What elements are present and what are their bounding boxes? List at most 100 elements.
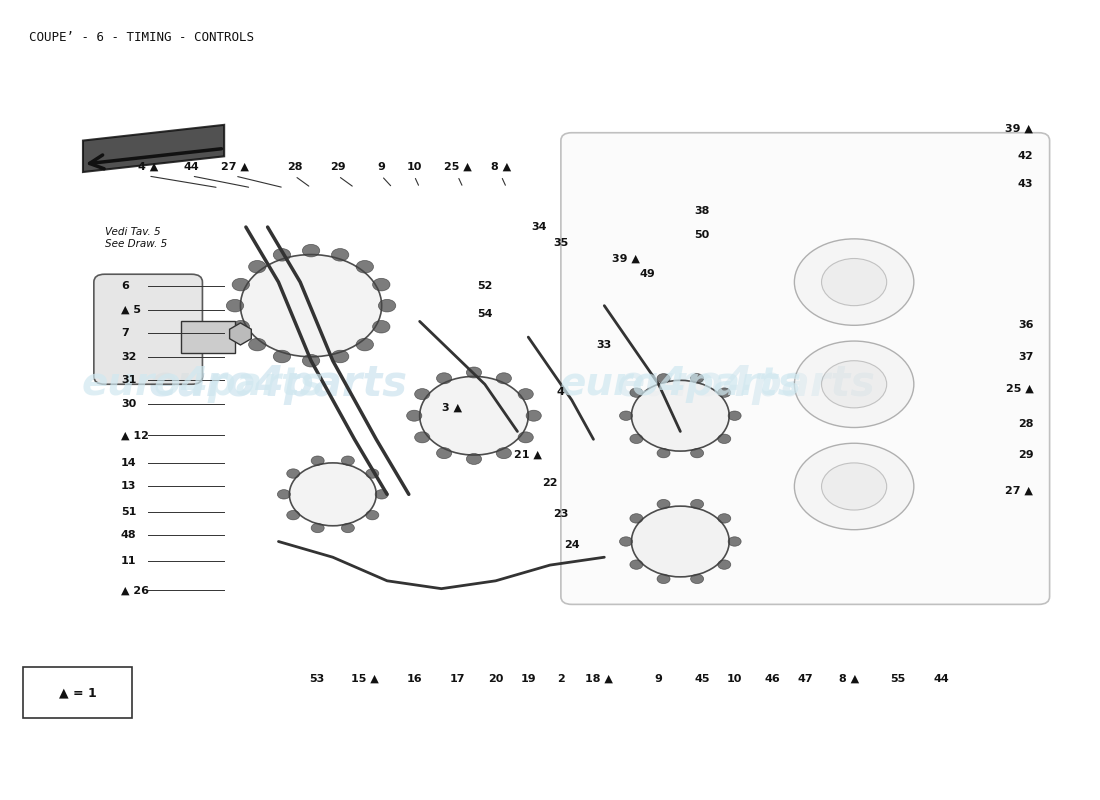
Circle shape	[437, 448, 452, 458]
Text: 50: 50	[694, 230, 710, 240]
Circle shape	[822, 361, 887, 408]
Text: 48: 48	[121, 530, 136, 540]
Circle shape	[466, 454, 482, 465]
Circle shape	[331, 249, 349, 261]
Text: 32: 32	[121, 352, 136, 362]
Circle shape	[232, 278, 250, 291]
Text: 27 ▲: 27 ▲	[1005, 486, 1033, 495]
Circle shape	[496, 373, 512, 384]
Text: ▲ 5: ▲ 5	[121, 305, 141, 314]
Text: 36: 36	[1018, 320, 1033, 330]
Circle shape	[302, 244, 320, 257]
Text: ▲ 26: ▲ 26	[121, 586, 148, 595]
Text: 25 ▲: 25 ▲	[443, 162, 472, 172]
Text: 55: 55	[890, 674, 905, 684]
Text: 11: 11	[121, 556, 136, 566]
Circle shape	[822, 463, 887, 510]
Text: 25 ▲: 25 ▲	[1005, 383, 1033, 394]
Circle shape	[437, 373, 452, 384]
FancyBboxPatch shape	[561, 133, 1049, 604]
Circle shape	[657, 448, 670, 458]
Circle shape	[518, 432, 534, 443]
Text: 2: 2	[557, 674, 564, 684]
Circle shape	[366, 469, 378, 478]
Text: 53: 53	[309, 674, 324, 684]
Circle shape	[718, 514, 730, 523]
Text: 54: 54	[477, 309, 493, 318]
Text: 6: 6	[121, 281, 129, 291]
Circle shape	[728, 537, 741, 546]
Circle shape	[657, 374, 670, 383]
Text: 4 ▲: 4 ▲	[138, 162, 158, 172]
Circle shape	[466, 367, 482, 378]
Circle shape	[518, 389, 534, 400]
Text: 14: 14	[121, 458, 136, 468]
Circle shape	[822, 258, 887, 306]
Polygon shape	[230, 323, 251, 345]
Text: 15 ▲: 15 ▲	[352, 674, 379, 684]
Circle shape	[273, 249, 290, 261]
Text: 21 ▲: 21 ▲	[515, 450, 542, 460]
Circle shape	[289, 463, 376, 526]
Circle shape	[356, 338, 374, 351]
Text: ▲ = 1: ▲ = 1	[58, 686, 97, 699]
Circle shape	[341, 456, 354, 466]
Text: 7: 7	[121, 328, 129, 338]
Circle shape	[691, 374, 704, 383]
Text: euro4parts: euro4parts	[148, 363, 408, 406]
Circle shape	[526, 410, 541, 422]
Text: 33: 33	[596, 340, 612, 350]
Text: 31: 31	[121, 375, 136, 386]
Text: 28: 28	[287, 162, 303, 172]
Circle shape	[241, 254, 382, 357]
Text: euro4parts: euro4parts	[81, 366, 323, 403]
Circle shape	[691, 448, 704, 458]
Text: 9: 9	[377, 162, 386, 172]
Circle shape	[630, 514, 642, 523]
Text: 17: 17	[450, 674, 465, 684]
Circle shape	[366, 510, 378, 520]
Circle shape	[287, 510, 300, 520]
Circle shape	[718, 434, 730, 443]
Text: 8 ▲: 8 ▲	[838, 674, 859, 684]
Text: 8 ▲: 8 ▲	[491, 162, 512, 172]
Circle shape	[373, 321, 390, 333]
Text: 35: 35	[553, 238, 569, 248]
Bar	[180, 322, 235, 353]
Circle shape	[302, 354, 320, 367]
Text: 37: 37	[1018, 352, 1033, 362]
Text: 16: 16	[406, 674, 422, 684]
Circle shape	[227, 299, 244, 312]
Text: 39 ▲: 39 ▲	[612, 254, 640, 263]
Text: 23: 23	[553, 509, 569, 519]
Text: 4: 4	[557, 387, 564, 397]
Circle shape	[277, 490, 290, 499]
Circle shape	[331, 350, 349, 362]
Text: 10: 10	[727, 674, 742, 684]
Circle shape	[232, 321, 250, 333]
Circle shape	[249, 261, 266, 273]
Text: 19: 19	[520, 674, 536, 684]
Text: 47: 47	[798, 674, 813, 684]
Text: 3 ▲: 3 ▲	[442, 403, 462, 413]
Circle shape	[657, 499, 670, 509]
Circle shape	[311, 523, 324, 533]
Circle shape	[728, 411, 741, 421]
Circle shape	[287, 469, 300, 478]
Circle shape	[630, 560, 642, 570]
Text: 27 ▲: 27 ▲	[221, 162, 249, 172]
Text: 22: 22	[542, 478, 558, 487]
Circle shape	[631, 380, 729, 451]
Text: 9: 9	[654, 674, 662, 684]
Text: 42: 42	[1018, 151, 1033, 162]
Text: 49: 49	[640, 270, 656, 279]
Text: 44: 44	[933, 674, 949, 684]
Circle shape	[496, 448, 512, 458]
Text: euro4parts: euro4parts	[616, 363, 875, 406]
Circle shape	[341, 523, 354, 533]
Circle shape	[619, 537, 632, 546]
Circle shape	[311, 456, 324, 466]
Text: 44: 44	[184, 162, 199, 172]
Text: 45: 45	[694, 674, 710, 684]
Circle shape	[630, 388, 642, 398]
